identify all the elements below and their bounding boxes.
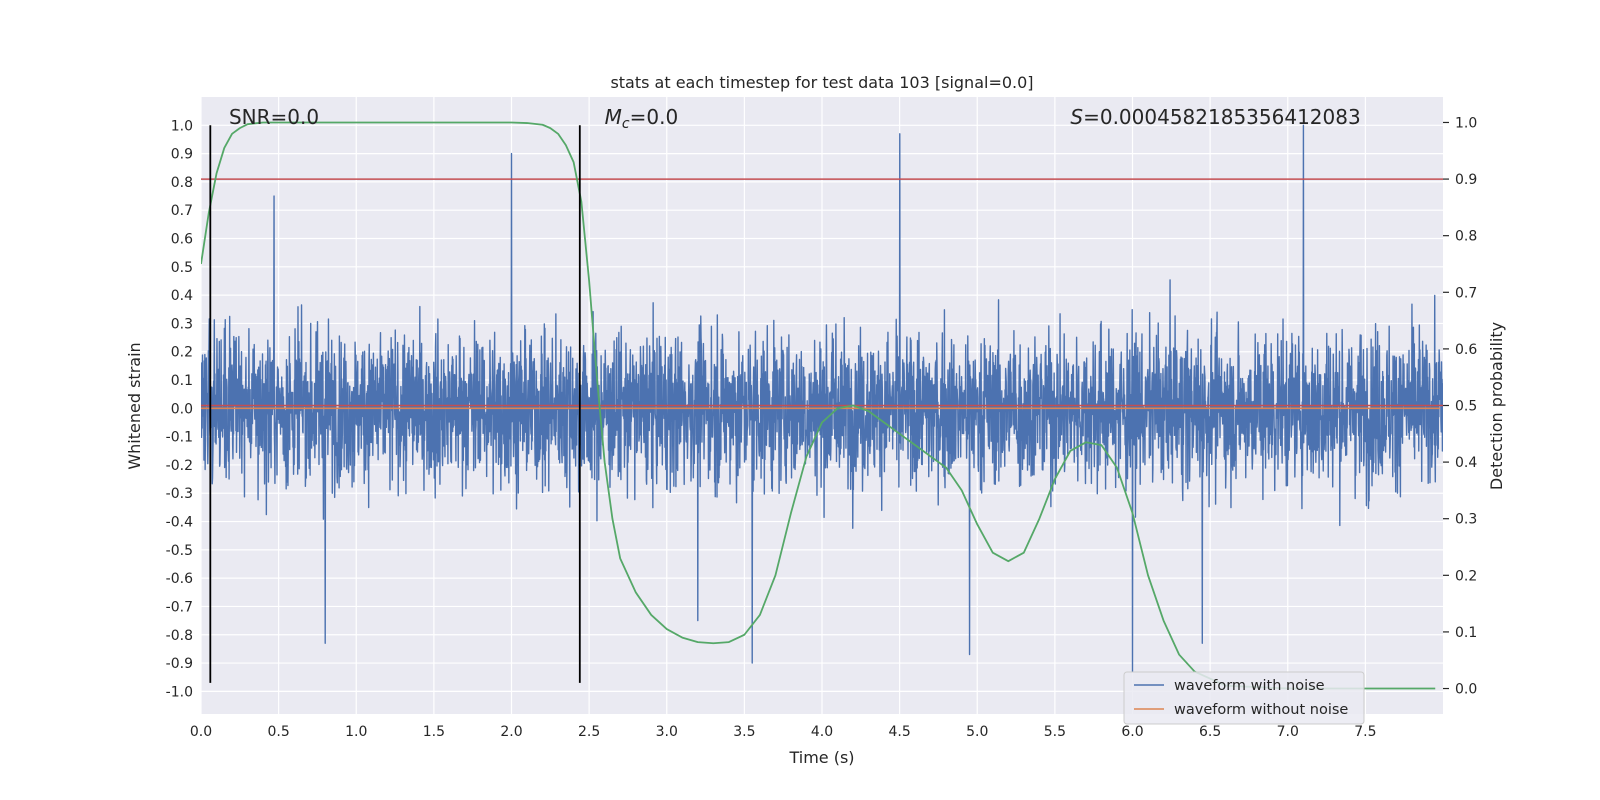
detection-probability-series bbox=[201, 121, 1436, 690]
y-tick-label: -0.9 bbox=[166, 656, 193, 672]
s-annotation: S=0.0004582185356412083 bbox=[1070, 105, 1360, 129]
y-axis-label: Whitened strain bbox=[125, 342, 144, 469]
y-right-tick-label: 0.6 bbox=[1455, 342, 1477, 358]
snr-annotation: SNR=0.0 bbox=[229, 105, 319, 129]
x-tick-label: 1.5 bbox=[423, 724, 445, 740]
x-tick-label: 0.5 bbox=[267, 724, 289, 740]
y-tick-label: 0.5 bbox=[171, 260, 193, 276]
noise-waveform-series bbox=[201, 124, 1443, 673]
y-tick-label: -0.7 bbox=[166, 599, 193, 615]
y-tick-label: -0.5 bbox=[166, 543, 193, 559]
y-tick-label: 0.3 bbox=[171, 316, 193, 332]
detection-probability-line bbox=[201, 121, 1436, 690]
noise-waveform-line bbox=[201, 124, 1443, 673]
threshold-lines bbox=[201, 178, 1443, 407]
x-tick-label: 1.0 bbox=[345, 724, 367, 740]
legend-box bbox=[1123, 671, 1365, 725]
y-tick-label: 0.7 bbox=[171, 203, 193, 219]
y-tick-label: -0.8 bbox=[166, 628, 193, 644]
y-right-tick-label: 0.8 bbox=[1455, 229, 1477, 245]
y-right-tick-label: 0.0 bbox=[1455, 682, 1477, 698]
x-axis-label: Time (s) bbox=[788, 748, 854, 767]
y-axis-left-ticks: 1.0 0.9 0.8 0.7 0.6 0.5 0.4 0.3 0.2 0.1 0.0 -0.1 -0.… bbox=[166, 118, 193, 700]
legend: waveform with noise waveform without noi… bbox=[1123, 671, 1365, 725]
x-tick-label: 5.0 bbox=[966, 724, 988, 740]
y-tick-label: 0.6 bbox=[171, 232, 193, 248]
x-tick-label: 6.0 bbox=[1121, 724, 1143, 740]
y-axis-right-label: Detection probability bbox=[1487, 322, 1506, 490]
y-right-tick-label: 0.2 bbox=[1455, 568, 1477, 584]
x-tick-label: 3.0 bbox=[656, 724, 678, 740]
y-tick-label: 0.4 bbox=[171, 288, 193, 304]
y-tick-label: 0.2 bbox=[171, 345, 193, 361]
y-tick-label: 1.0 bbox=[171, 118, 193, 134]
x-tick-label: 4.0 bbox=[811, 724, 833, 740]
x-axis-ticks: 0.0 0.5 1.0 1.5 2.0 2.5 3.0 3.5 4.0 4.5 5.0 5.5 6.0 6… bbox=[190, 724, 1377, 740]
y-tick-label: -0.4 bbox=[166, 515, 193, 531]
chart-title: stats at each timestep for test data 103… bbox=[610, 73, 1033, 92]
annotations: SNR=0.0 Mc=0.0 S=0.0004582185356412083 bbox=[229, 105, 1361, 132]
y-right-tick-label: 0.4 bbox=[1455, 455, 1477, 471]
marker-lines bbox=[209, 125, 581, 683]
y-tick-label: -0.1 bbox=[166, 430, 193, 446]
y-tick-label: -0.6 bbox=[166, 571, 193, 587]
y-right-tick-label: 1.0 bbox=[1455, 115, 1477, 131]
y-right-tick-label: 0.9 bbox=[1455, 172, 1477, 188]
y-right-tick-label: 0.1 bbox=[1455, 625, 1477, 641]
x-tick-label: 5.5 bbox=[1044, 724, 1066, 740]
y-tick-label: 0.9 bbox=[171, 147, 193, 163]
x-tick-label: 2.0 bbox=[500, 724, 522, 740]
y-tick-label: -0.3 bbox=[166, 486, 193, 502]
x-tick-label: 4.5 bbox=[888, 724, 910, 740]
x-tick-label: 6.5 bbox=[1199, 724, 1221, 740]
legend-label-noise: waveform with noise bbox=[1174, 678, 1325, 694]
x-tick-label: 3.5 bbox=[733, 724, 755, 740]
y-axis-right-ticks: 1.0 0.9 0.8 0.7 0.6 0.5 0.4 0.3 0.2 0.1 0.0 bbox=[1443, 115, 1477, 698]
y-tick-label: 0.1 bbox=[171, 373, 193, 389]
y-right-tick-label: 0.3 bbox=[1455, 512, 1477, 528]
y-tick-label: 0.0 bbox=[171, 401, 193, 417]
y-tick-label: -1.0 bbox=[166, 684, 193, 700]
x-tick-label: 2.5 bbox=[578, 724, 600, 740]
y-tick-label: -0.2 bbox=[166, 458, 193, 474]
legend-label-clean: waveform without noise bbox=[1174, 702, 1348, 718]
x-tick-label: 7.5 bbox=[1354, 724, 1376, 740]
mc-annotation: Mc=0.0 bbox=[605, 105, 679, 132]
x-tick-label: 7.0 bbox=[1277, 724, 1299, 740]
x-tick-label: 0.0 bbox=[190, 724, 212, 740]
y-right-tick-label: 0.7 bbox=[1455, 285, 1477, 301]
y-tick-label: 0.8 bbox=[171, 175, 193, 191]
y-right-tick-label: 0.5 bbox=[1455, 399, 1477, 415]
